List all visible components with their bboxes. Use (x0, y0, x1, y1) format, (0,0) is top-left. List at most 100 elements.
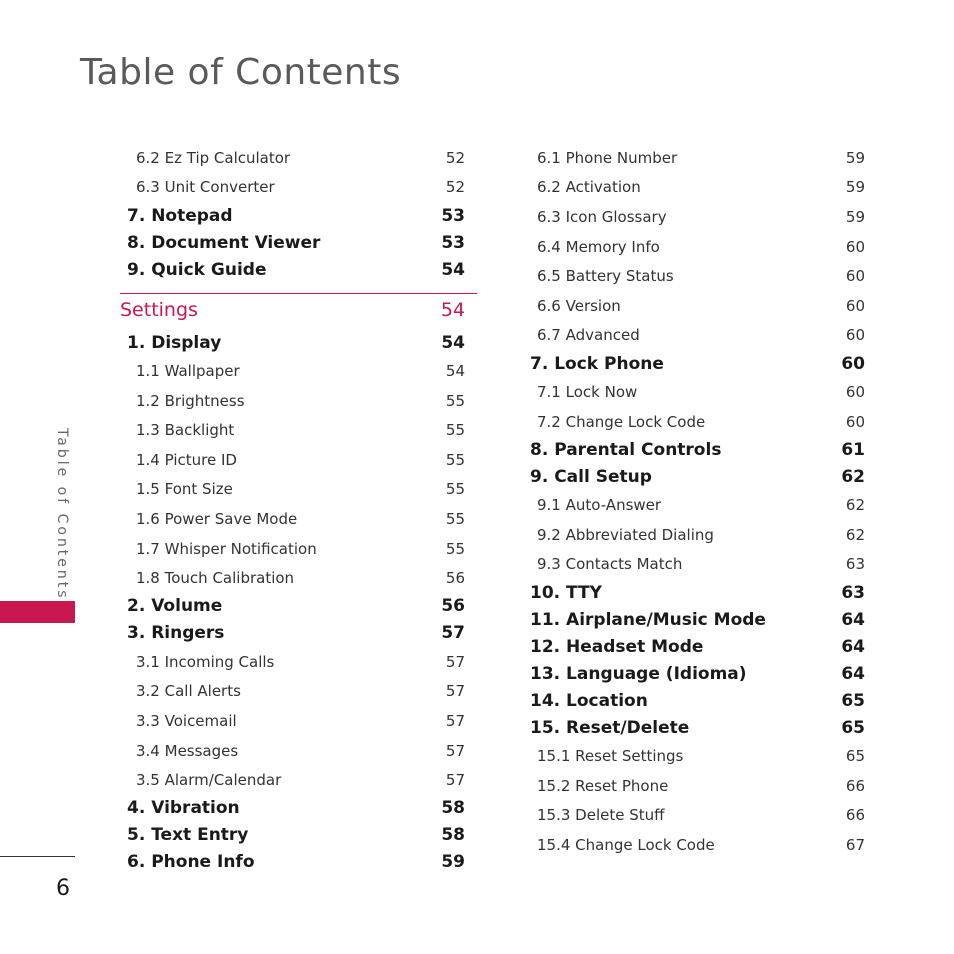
toc-entry[interactable]: 9.3 Contacts Match 63 (530, 550, 870, 580)
toc-entry[interactable]: 1. Display 54 (120, 329, 477, 356)
toc-entry-page: 66 (845, 806, 865, 825)
toc-entry-label: 1.8 Touch Calibration (136, 569, 295, 588)
toc-entry[interactable]: 6. Phone Info 59 (120, 849, 477, 876)
toc-entry[interactable]: 9.2 Abbreviated Dialing 62 (530, 520, 870, 550)
toc-entry-page: 55 (445, 421, 465, 440)
toc-entry-label: 7.1 Lock Now (537, 382, 638, 401)
toc-entry[interactable]: 15.2 Reset Phone 66 (530, 771, 870, 801)
toc-entry[interactable]: 13. Language (Idioma) 64 (530, 660, 870, 687)
toc-entry[interactable]: 6.1 Phone Number 59 (530, 143, 870, 173)
toc-entry[interactable]: 1.2 Brightness 55 (120, 386, 477, 416)
toc-entry[interactable]: 1.6 Power Save Mode 55 (120, 504, 477, 534)
toc-entry[interactable]: 6.3 Icon Glossary 59 (530, 202, 870, 232)
toc-entry-label: 8. Parental Controls (530, 439, 722, 460)
toc-section-settings[interactable]: Settings 54 (120, 294, 477, 326)
toc-entry[interactable]: 3.1 Incoming Calls 57 (120, 647, 477, 677)
toc-section-label: Settings (120, 299, 198, 322)
toc-entry-label: 6.6 Version (537, 296, 621, 315)
toc-entry-page: 65 (845, 746, 865, 765)
toc-entry[interactable]: 9. Call Setup 62 (530, 463, 870, 490)
side-section-label: Table of Contents (54, 428, 70, 601)
toc-entry[interactable]: 1.8 Touch Calibration 56 (120, 563, 477, 593)
toc-entry[interactable]: 9. Quick Guide 54 (120, 256, 477, 283)
toc-entry[interactable]: 14. Location 65 (530, 687, 870, 714)
toc-entry[interactable]: 4. Vibration 58 (120, 795, 477, 822)
toc-entry[interactable]: 15.3 Delete Stuff 66 (530, 800, 870, 830)
toc-entry-label: 3.1 Incoming Calls (136, 652, 275, 671)
toc-entry[interactable]: 1.1 Wallpaper 54 (120, 356, 477, 386)
toc-entry-page: 63 (841, 582, 865, 603)
toc-entry[interactable]: 9.1 Auto-Answer 62 (530, 490, 870, 520)
toc-group-right: 6.1 Phone Number 59 6.2 Activation 59 6.3 Ic… (530, 143, 870, 860)
toc-entry[interactable]: 6.6 Version 60 (530, 291, 870, 321)
toc-entry[interactable]: 10. TTY 63 (530, 579, 870, 606)
toc-entry-page: 60 (845, 296, 865, 315)
toc-entry[interactable]: 11. Airplane/Music Mode 64 (530, 606, 870, 633)
toc-entry[interactable]: 15. Reset/Delete 65 (530, 714, 870, 741)
toc-entry[interactable]: 15.1 Reset Settings 65 (530, 741, 870, 771)
toc-entry[interactable]: 5. Text Entry 58 (120, 822, 477, 849)
toc-entry-page: 56 (441, 596, 465, 617)
toc-entry[interactable]: 1.3 Backlight 55 (120, 415, 477, 445)
toc-entry[interactable]: 8. Parental Controls 61 (530, 436, 870, 463)
toc-entry[interactable]: 6.2 Activation 59 (530, 173, 870, 203)
toc-entry-label: 1.2 Brightness (136, 391, 245, 410)
toc-entry-page: 60 (845, 237, 865, 256)
toc-entry-page: 64 (841, 609, 865, 630)
page-title: Table of Contents (80, 52, 402, 93)
toc-entry[interactable]: 3.5 Alarm/Calendar 57 (120, 765, 477, 795)
toc-entry-page: 62 (845, 525, 865, 544)
toc-entry-label: 4. Vibration (127, 798, 240, 819)
toc-entry-page: 60 (845, 267, 865, 286)
toc-entry[interactable]: 7.2 Change Lock Code 60 (530, 407, 870, 437)
toc-entry-page: 58 (441, 798, 465, 819)
toc-entry-page: 52 (445, 178, 465, 197)
toc-entry[interactable]: 1.4 Picture ID 55 (120, 445, 477, 475)
toc-entry[interactable]: 8. Document Viewer 53 (120, 229, 477, 256)
toc-entry[interactable]: 6.4 Memory Info 60 (530, 232, 870, 262)
toc-entry-label: 9.2 Abbreviated Dialing (537, 525, 714, 544)
toc-entry-label: 3. Ringers (127, 623, 225, 644)
toc-entry-page: 54 (441, 259, 465, 280)
toc-entry[interactable]: 3.4 Messages 57 (120, 736, 477, 766)
toc-entry-label: 1.4 Picture ID (136, 450, 237, 469)
toc-entry-label: 6.3 Unit Converter (136, 178, 275, 197)
toc-column-right: 6.1 Phone Number 59 6.2 Activation 59 6.3 Ic… (530, 143, 870, 860)
toc-entry[interactable]: 6.7 Advanced 60 (530, 321, 870, 351)
toc-entry-label: 2. Volume (127, 596, 223, 617)
toc-entry-page: 62 (845, 496, 865, 515)
toc-entry-label: 15.2 Reset Phone (537, 776, 669, 795)
toc-entry-page: 57 (445, 771, 465, 790)
toc-entry[interactable]: 3.2 Call Alerts 57 (120, 677, 477, 707)
toc-entry[interactable]: 6.3 Unit Converter 52 (120, 173, 477, 203)
toc-entry-label: 15.1 Reset Settings (537, 746, 684, 765)
toc-entry-label: 3.2 Call Alerts (136, 682, 241, 701)
toc-entry-page: 63 (845, 555, 865, 574)
toc-entry-label: 5. Text Entry (127, 825, 249, 846)
toc-entry-label: 10. TTY (530, 582, 602, 603)
toc-entry-label: 8. Document Viewer (127, 232, 321, 253)
toc-group-before-section: 6.2 Ez Tip Calculator 52 6.3 Unit Converte… (120, 143, 477, 283)
toc-entry-page: 55 (445, 480, 465, 499)
toc-entry[interactable]: 7. Notepad 53 (120, 202, 477, 229)
toc-entry[interactable]: 6.2 Ez Tip Calculator 52 (120, 143, 477, 173)
toc-entry-label: 3.4 Messages (136, 741, 239, 760)
toc-entry[interactable]: 1.7 Whisper Notification 55 (120, 534, 477, 564)
toc-entry-page: 52 (445, 148, 465, 167)
toc-entry[interactable]: 12. Headset Mode 64 (530, 633, 870, 660)
toc-entry[interactable]: 6.5 Battery Status 60 (530, 261, 870, 291)
toc-entry[interactable]: 15.4 Change Lock Code 67 (530, 830, 870, 860)
toc-entry-page: 57 (445, 711, 465, 730)
toc-entry-label: 1. Display (127, 332, 222, 353)
toc-entry-page: 59 (845, 178, 865, 197)
toc-entry-label: 7. Lock Phone (530, 353, 664, 374)
toc-entry[interactable]: 1.5 Font Size 55 (120, 475, 477, 505)
toc-entry-page: 67 (845, 835, 865, 854)
toc-entry[interactable]: 2. Volume 56 (120, 593, 477, 620)
toc-entry[interactable]: 7.1 Lock Now 60 (530, 377, 870, 407)
toc-entry[interactable]: 7. Lock Phone 60 (530, 350, 870, 377)
toc-entry-page: 56 (445, 569, 465, 588)
toc-entry[interactable]: 3. Ringers 57 (120, 620, 477, 647)
toc-entry[interactable]: 3.3 Voicemail 57 (120, 706, 477, 736)
toc-entry-label: 9.3 Contacts Match (537, 555, 683, 574)
